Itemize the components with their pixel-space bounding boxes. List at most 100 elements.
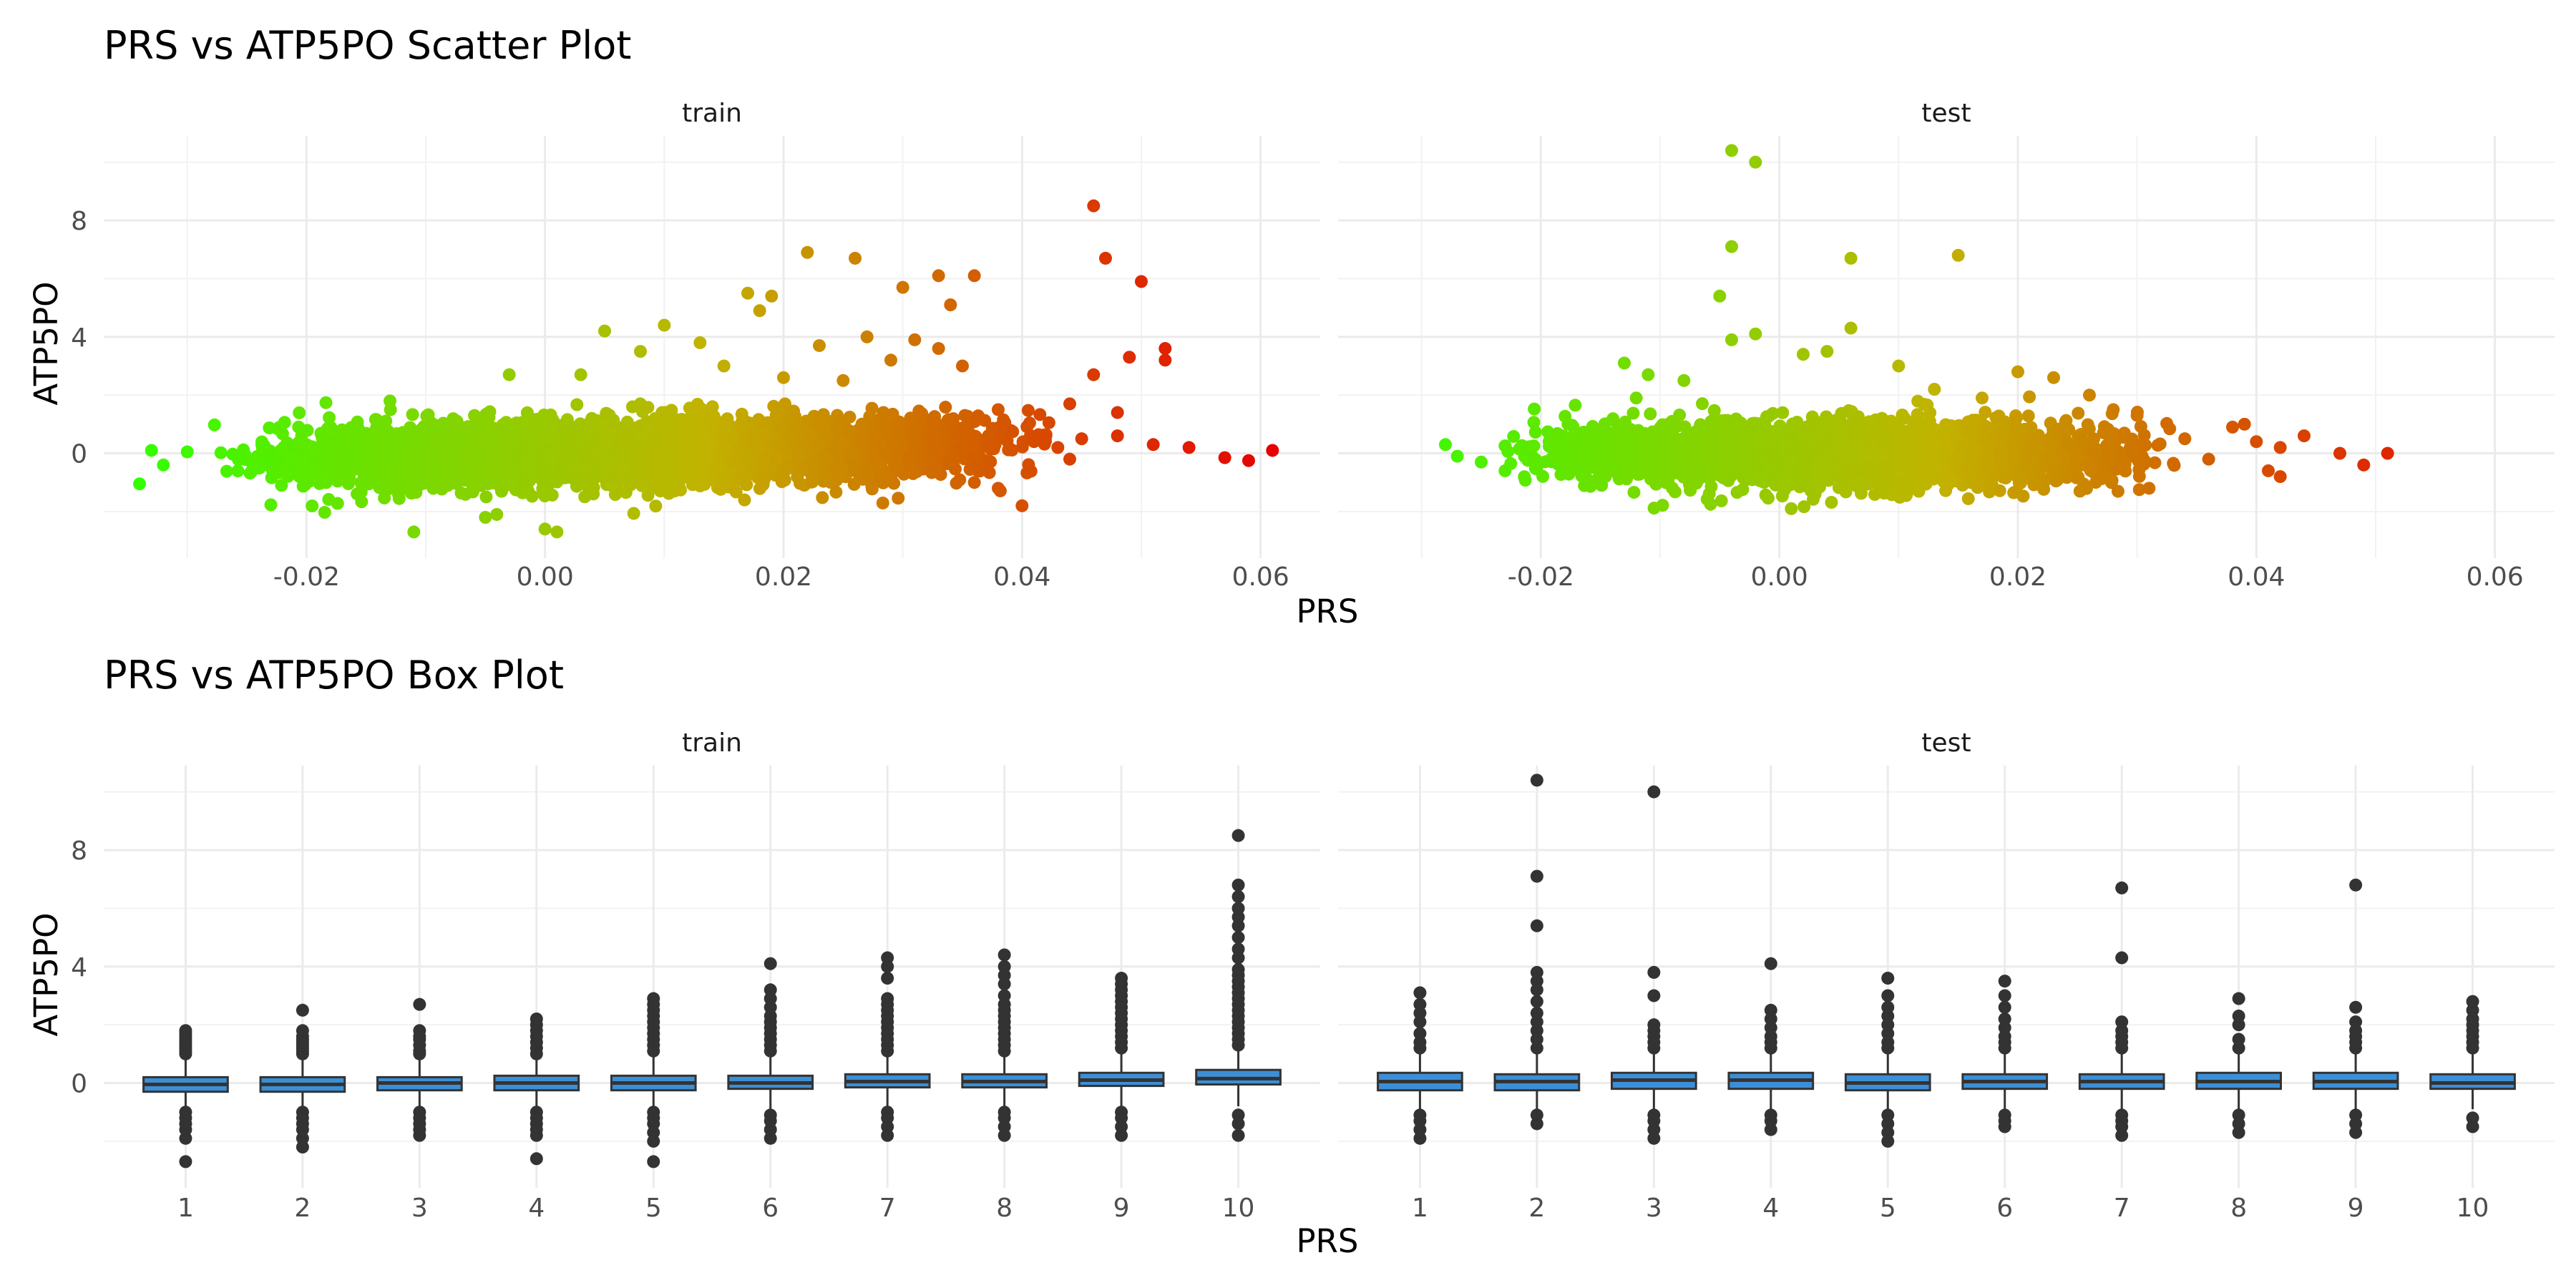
y-tick-label: 0 bbox=[71, 440, 87, 469]
scatter-point bbox=[499, 429, 512, 442]
scatter-point bbox=[560, 413, 574, 426]
scatter-point bbox=[891, 447, 904, 460]
scatter-point bbox=[634, 345, 647, 358]
scatter-point bbox=[892, 492, 905, 505]
scatter-point bbox=[716, 445, 729, 459]
scatter-point bbox=[729, 485, 743, 499]
scatter-point bbox=[992, 482, 1005, 495]
scatter-point bbox=[2167, 459, 2181, 472]
scatter-point bbox=[958, 409, 972, 422]
scatter-point bbox=[862, 469, 875, 483]
scatter-point bbox=[573, 417, 587, 431]
scatter-point bbox=[591, 418, 605, 431]
scatter-point bbox=[544, 449, 557, 462]
scatter-point bbox=[318, 452, 332, 465]
scatter-point bbox=[605, 427, 618, 441]
scatter-point bbox=[926, 439, 940, 453]
scatter-point bbox=[656, 454, 670, 468]
scatter-point bbox=[969, 454, 982, 468]
scatter-point bbox=[675, 412, 688, 426]
scatter-point bbox=[538, 489, 552, 503]
scatter-strip-test: test bbox=[1921, 99, 1971, 128]
scatter-point bbox=[404, 487, 418, 500]
x-tick-label: 0.06 bbox=[1232, 562, 1289, 592]
scatter-point bbox=[662, 487, 675, 500]
scatter-point bbox=[499, 463, 512, 477]
scatter-point bbox=[432, 469, 446, 482]
scatter-point bbox=[489, 450, 503, 464]
scatter-point bbox=[1797, 500, 1811, 514]
scatter-point bbox=[792, 449, 806, 463]
scatter-point bbox=[890, 427, 904, 441]
scatter-point bbox=[298, 469, 312, 482]
scatter-point bbox=[665, 409, 678, 423]
scatter-point bbox=[831, 455, 844, 469]
scatter-point bbox=[595, 446, 609, 459]
scatter-point bbox=[854, 436, 867, 449]
scatter-point bbox=[741, 454, 755, 468]
scatter-point bbox=[793, 477, 806, 490]
scatter-point bbox=[675, 448, 688, 462]
scatter-point bbox=[1087, 368, 1101, 381]
scatter-point bbox=[415, 467, 429, 480]
scatter-point bbox=[816, 491, 829, 504]
scatter-point bbox=[407, 525, 421, 539]
scatter-point bbox=[605, 454, 619, 468]
scatter-point bbox=[753, 304, 766, 318]
scatter-point bbox=[878, 419, 892, 433]
scatter-point bbox=[490, 507, 504, 521]
scatter-point bbox=[856, 420, 869, 434]
scatter-point bbox=[444, 439, 458, 452]
scatter-point bbox=[535, 459, 548, 473]
scatter-point bbox=[693, 479, 707, 493]
scatter-point bbox=[736, 418, 749, 431]
scatter-point bbox=[479, 490, 493, 504]
scatter-point bbox=[2021, 409, 2035, 423]
scatter-point bbox=[654, 472, 668, 486]
scatter-point bbox=[1855, 487, 1868, 500]
scatter-point bbox=[352, 452, 366, 466]
scatter-point bbox=[522, 433, 536, 447]
x-tick-label: -0.02 bbox=[273, 562, 340, 592]
scatter-point bbox=[2132, 483, 2146, 497]
scatter-point bbox=[849, 251, 862, 265]
scatter-point bbox=[396, 426, 409, 439]
scatter-point bbox=[255, 438, 268, 452]
scatter-point bbox=[530, 419, 543, 433]
scatter-point bbox=[444, 457, 457, 471]
scatter-point bbox=[133, 477, 146, 491]
scatter-point bbox=[480, 434, 494, 448]
scatter-point bbox=[695, 449, 708, 462]
scatter-point bbox=[454, 472, 467, 486]
scatter-point bbox=[967, 476, 981, 489]
scatter-point bbox=[967, 269, 981, 283]
scatter-point bbox=[717, 426, 731, 439]
scatter-point bbox=[860, 330, 874, 343]
scatter-point bbox=[319, 396, 333, 409]
scatter-point bbox=[625, 400, 639, 414]
scatter-point bbox=[483, 405, 497, 419]
x-tick-label: 0.02 bbox=[755, 562, 812, 592]
scatter-point bbox=[479, 511, 492, 525]
scatter-point bbox=[1063, 452, 1076, 466]
scatter-point bbox=[714, 482, 728, 496]
scatter-strip-train: train bbox=[682, 99, 742, 128]
scatter-point bbox=[389, 477, 402, 490]
y-tick-label: 4 bbox=[71, 323, 87, 353]
scatter-point bbox=[208, 418, 221, 431]
scatter-point bbox=[771, 413, 784, 426]
x-tick-label: 0.00 bbox=[1751, 562, 1808, 592]
scatter-point bbox=[689, 414, 703, 427]
scatter-point bbox=[932, 269, 945, 283]
scatter-point bbox=[253, 462, 266, 475]
scatter-point bbox=[788, 423, 801, 436]
scatter-point bbox=[876, 496, 889, 509]
scatter-point bbox=[944, 298, 957, 311]
scatter-point bbox=[637, 457, 650, 470]
scatter-point bbox=[817, 468, 831, 482]
scatter-point bbox=[872, 455, 885, 469]
scatter-point bbox=[930, 460, 943, 474]
scatter-point bbox=[320, 433, 333, 447]
scatter-point bbox=[732, 456, 746, 469]
